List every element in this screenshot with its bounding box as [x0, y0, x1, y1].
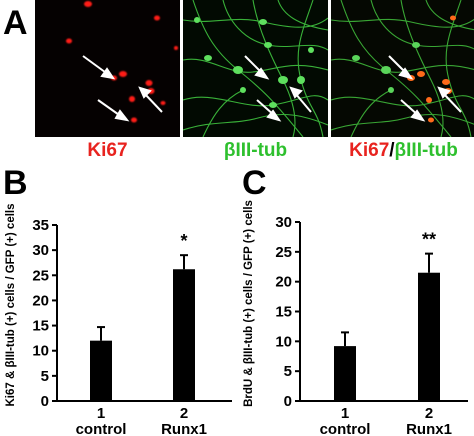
bar [90, 340, 112, 401]
y-tick-label: 10 [275, 333, 292, 350]
x-tick-label: control [320, 421, 371, 436]
x-tick-number: 1 [97, 405, 105, 422]
x-tick-label: control [76, 421, 127, 436]
y-tick-label: 25 [32, 267, 49, 284]
chart-panel-c: BrdU & βIII-tub (+) cells / GFP (+) cell… [238, 180, 474, 436]
x-tick-number: 2 [425, 405, 433, 422]
caption-merge-slash: / [389, 140, 395, 161]
x-tick-label: Runx1 [406, 421, 452, 436]
y-tick-label: 35 [32, 217, 49, 234]
panel-a-label: A [3, 4, 28, 42]
y-tick-label: 20 [275, 274, 292, 291]
y-axis-label: BrdU & βIII-tub (+) cells / GFP (+) cell… [243, 200, 255, 407]
micrograph-merge [331, 0, 474, 137]
y-tick-label: 15 [275, 304, 292, 321]
caption-merge: Ki67/βIII-tub [331, 140, 474, 162]
y-tick-label: 5 [41, 368, 49, 385]
micrograph-ki67-image [35, 0, 180, 137]
y-tick-label: 20 [32, 292, 49, 309]
micrograph-tub-image [183, 0, 328, 137]
caption-ki67: Ki67 [87, 140, 128, 161]
y-tick-label: 10 [32, 343, 49, 360]
y-tick-label: 5 [284, 363, 292, 380]
y-tick-label: 0 [284, 393, 292, 410]
x-tick-number: 2 [180, 405, 188, 422]
y-tick-label: 15 [32, 318, 49, 335]
micrograph-ki67 [35, 0, 180, 137]
significance-marker: ** [422, 230, 436, 250]
caption-merge-ki67: Ki67 [349, 140, 390, 161]
y-tick-label: 0 [41, 393, 49, 410]
micrograph-tub [183, 0, 328, 137]
bar [418, 272, 440, 401]
bar [334, 346, 356, 401]
panel-b-label: B [3, 164, 28, 202]
panel-c-label: C [242, 164, 267, 202]
chart-c-svg: BrdU & βIII-tub (+) cells / GFP (+) cell… [243, 200, 468, 436]
y-tick-label: 30 [275, 214, 292, 231]
bar [173, 269, 195, 401]
y-tick-label: 30 [32, 242, 49, 259]
chart-b-svg: Ki67 & βIII-tub (+) cells / GFP (+) cell… [5, 203, 232, 436]
chart-panel-b: Ki67 & βIII-tub (+) cells / GFP (+) cell… [0, 180, 237, 436]
significance-marker: * [180, 231, 187, 251]
micrograph-merge-image [331, 0, 474, 137]
caption-tub: βIII-tub [223, 140, 288, 161]
y-axis-label: Ki67 & βIII-tub (+) cells / GFP (+) cell… [5, 203, 17, 406]
x-tick-number: 1 [341, 405, 349, 422]
x-tick-label: Runx1 [161, 421, 207, 436]
y-tick-label: 25 [275, 244, 292, 261]
caption-merge-tub: βIII-tub [394, 140, 458, 161]
